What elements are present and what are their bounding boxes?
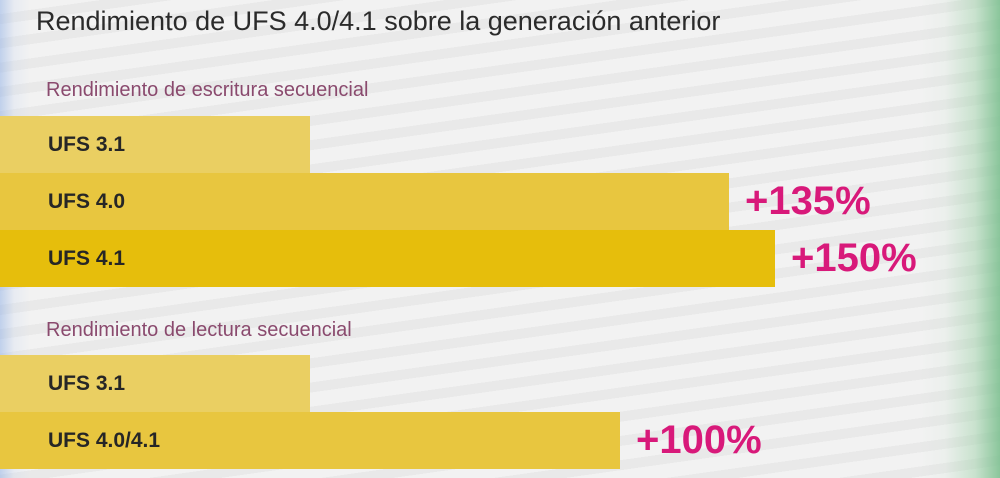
percent-increase-label: +100%	[636, 418, 762, 462]
percent-increase-label: +150%	[791, 236, 917, 280]
percent-increase-label: +135%	[745, 179, 871, 223]
bar-ufs-3-1-write	[0, 116, 310, 173]
chart-title: Rendimiento de UFS 4.0/4.1 sobre la gene…	[36, 6, 721, 36]
bar-ufs-4-0-write	[0, 173, 729, 230]
bar-label: UFS 4.0/4.1	[48, 429, 161, 452]
bar-label: UFS 3.1	[48, 133, 126, 156]
section-label-write: Rendimiento de escritura secuencial	[46, 79, 369, 101]
bar-label: UFS 3.1	[48, 372, 126, 395]
bar-label: UFS 4.0	[48, 190, 126, 213]
bar-ufs-3-1-read	[0, 355, 310, 412]
bar-label: UFS 4.1	[48, 247, 126, 270]
bar-ufs-4-1-write	[0, 230, 775, 287]
section-label-read: Rendimiento de lectura secuencial	[46, 319, 352, 341]
bar-ufs-4-0-4-1-read	[0, 412, 620, 469]
